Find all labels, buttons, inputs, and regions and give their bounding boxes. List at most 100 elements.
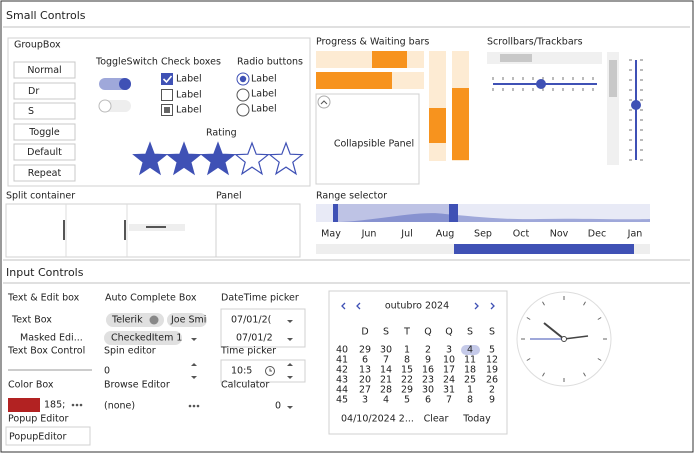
calendar-nav[interactable] [341, 302, 495, 310]
calendar-day[interactable]: 9 [489, 395, 495, 406]
calendar-day[interactable]: 7 [446, 395, 452, 406]
calendar [328, 290, 508, 435]
range-scroll-thumb[interactable] [454, 244, 634, 254]
button[interactable] [13, 143, 76, 161]
calendar-day[interactable]: 18 [464, 365, 476, 376]
calendar-day[interactable]: 8 [404, 355, 410, 366]
ellipsis-buttons[interactable] [71, 403, 200, 408]
token[interactable] [106, 313, 164, 327]
trackbar-thumb[interactable] [631, 100, 641, 110]
calendar-day[interactable]: 2 [425, 345, 431, 356]
calendar-day[interactable]: 29 [359, 345, 371, 356]
text-box-control[interactable]: Text Box Control [7, 346, 85, 357]
calendar-day[interactable]: 21 [380, 375, 392, 386]
checkbox[interactable] [161, 89, 173, 101]
calendar-day[interactable]: 1 [467, 385, 473, 396]
calendar-day[interactable]: 5 [404, 395, 410, 406]
month-label: Dec [588, 229, 606, 240]
spin-value[interactable]: 0 [104, 366, 110, 377]
button[interactable] [13, 61, 76, 79]
calendar-day[interactable]: 29 [401, 385, 413, 396]
rating-star[interactable] [234, 141, 270, 176]
radio[interactable] [236, 103, 250, 117]
rating-star[interactable] [268, 141, 304, 176]
calendar-day[interactable]: 5 [489, 345, 495, 356]
collapse-button[interactable] [317, 95, 331, 109]
checked-item[interactable] [104, 331, 182, 345]
calendar-day[interactable]: 24 [443, 375, 455, 386]
week-number: 40 [336, 345, 348, 356]
calendar-day[interactable]: 6 [425, 395, 431, 406]
calendar-day[interactable]: 20 [359, 375, 371, 386]
group-title: Time picker [220, 346, 276, 357]
date-value[interactable]: 07/01/2 [236, 333, 273, 344]
check-mark [162, 75, 173, 84]
clock-ticks [521, 296, 607, 382]
button[interactable] [13, 82, 76, 100]
calendar-day[interactable]: 16 [422, 365, 434, 376]
calendar-day[interactable]: 25 [464, 375, 476, 386]
calendar-day[interactable]: 30 [380, 345, 392, 356]
calendar-day[interactable]: 31 [443, 385, 455, 396]
scroll-thumb[interactable] [500, 54, 532, 62]
calendar-day[interactable]: 7 [383, 355, 389, 366]
calendar-day[interactable]: 22 [401, 375, 413, 386]
calculator-value[interactable]: 0 [275, 401, 281, 412]
calendar-day[interactable]: 23 [422, 375, 434, 386]
calendar-day[interactable]: 12 [486, 355, 498, 366]
color-swatch[interactable] [8, 398, 40, 412]
calendar-day[interactable]: 17 [443, 365, 455, 376]
browse-value[interactable]: (none) [104, 401, 135, 412]
calendar-day[interactable]: 27 [359, 385, 371, 396]
range-handle[interactable] [333, 204, 338, 222]
calendar-day[interactable]: 4 [467, 345, 473, 356]
calendar-day[interactable]: 19 [486, 365, 498, 376]
token-remove[interactable] [149, 315, 159, 325]
checkbox-checked[interactable] [161, 73, 173, 85]
calendar-day[interactable]: 8 [467, 395, 473, 406]
calendar-day[interactable]: 13 [359, 365, 371, 376]
trackbar-thumb[interactable] [536, 79, 546, 89]
masked-edit[interactable]: Masked Edi... [20, 333, 83, 344]
calendar-day[interactable]: 26 [486, 375, 498, 386]
group-title: Radio buttons [237, 57, 303, 68]
token[interactable] [167, 313, 207, 327]
scroll-thumb[interactable] [609, 60, 617, 97]
progress-bar [316, 51, 424, 68]
time-picker[interactable] [220, 359, 306, 383]
rating-star[interactable] [132, 141, 168, 176]
popup-editor[interactable] [5, 426, 91, 446]
button[interactable] [13, 102, 76, 120]
range-handle[interactable] [449, 204, 458, 222]
calendar-day[interactable]: 30 [422, 385, 434, 396]
calendar-day[interactable]: 14 [380, 365, 392, 376]
day-header: T [403, 327, 410, 338]
calendar-day[interactable]: 15 [401, 365, 413, 376]
calendar-day[interactable]: 3 [362, 395, 368, 406]
date-value[interactable]: 07/01/2( [231, 315, 271, 326]
text-box[interactable]: Text Box [11, 315, 52, 326]
calendar-day[interactable]: 1 [404, 345, 410, 356]
calendar-day[interactable]: 3 [446, 345, 452, 356]
radio[interactable] [236, 88, 250, 102]
day-header: S [467, 327, 473, 338]
calendar-day[interactable]: 2 [489, 385, 495, 396]
clock-center [561, 336, 567, 342]
rating-star[interactable] [200, 141, 236, 176]
time-value[interactable]: 10:5 [231, 366, 252, 377]
rating-star[interactable] [166, 141, 202, 176]
calendar-day[interactable]: 10 [443, 355, 455, 366]
calendar-day[interactable]: 28 [380, 385, 392, 396]
calendar-day[interactable]: 9 [425, 355, 431, 366]
range-selection[interactable] [333, 204, 458, 222]
button[interactable] [13, 164, 76, 182]
button-label: Default [27, 147, 62, 158]
calendar-day[interactable]: 11 [464, 355, 476, 366]
clear-button[interactable]: Clear [424, 414, 449, 425]
today-button[interactable]: Today [462, 414, 491, 425]
calendar-day[interactable]: 4 [383, 395, 389, 406]
hour-hand [543, 322, 565, 340]
calendar-day[interactable]: 6 [362, 355, 368, 366]
button[interactable] [13, 123, 76, 141]
datetime-picker[interactable] [220, 308, 306, 348]
